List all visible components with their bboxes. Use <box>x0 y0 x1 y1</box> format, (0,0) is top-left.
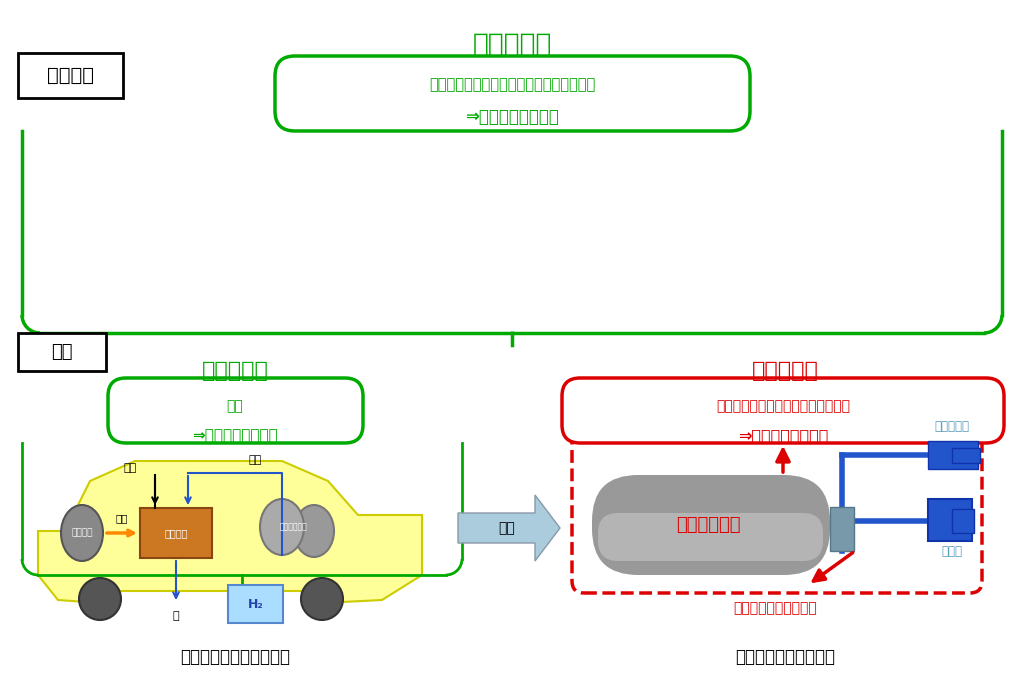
Circle shape <box>301 578 343 620</box>
FancyBboxPatch shape <box>592 475 830 575</box>
Text: 経済産業省: 経済産業省 <box>752 361 818 381</box>
Bar <box>952 448 980 463</box>
Text: 容器、附属品等に適用: 容器、附属品等に適用 <box>735 648 835 666</box>
Text: 車両＋高圧水素容器＋附属品＋接続配管等: 車両＋高圧水素容器＋附属品＋接続配管等 <box>429 77 595 92</box>
Text: 高圧水素容器: 高圧水素容器 <box>676 516 740 534</box>
Text: 自動車の構造装置に適用: 自動車の構造装置に適用 <box>180 648 290 666</box>
Text: 国土交通省: 国土交通省 <box>202 361 268 381</box>
Ellipse shape <box>260 499 304 555</box>
FancyBboxPatch shape <box>562 378 1004 443</box>
Text: 水素充填口: 水素充填口 <box>935 420 970 433</box>
Text: 国土交通省: 国土交通省 <box>472 32 552 58</box>
Bar <box>830 507 854 551</box>
FancyBboxPatch shape <box>275 56 750 131</box>
Text: 高圧水素容器: 高圧水素容器 <box>280 522 307 531</box>
Bar <box>140 508 212 558</box>
Text: 現行: 現行 <box>51 343 73 361</box>
Bar <box>928 499 972 541</box>
Text: モーター: モーター <box>72 529 93 538</box>
Text: 減圧弁: 減圧弁 <box>941 545 963 558</box>
Polygon shape <box>458 495 560 561</box>
Text: ⇒　道路運送車両法: ⇒ 道路運送車両法 <box>193 428 278 443</box>
FancyBboxPatch shape <box>108 378 362 443</box>
FancyBboxPatch shape <box>572 431 982 593</box>
Circle shape <box>79 578 121 620</box>
Bar <box>228 585 283 623</box>
Text: 拡大: 拡大 <box>499 521 515 535</box>
Text: 水素: 水素 <box>249 455 261 465</box>
Text: ⇒　道路運送車両法: ⇒ 道路運送車両法 <box>465 108 559 126</box>
Text: 空気: 空気 <box>123 463 136 473</box>
Bar <box>928 441 978 469</box>
Text: 高圧水素容器＋附属品＋接続配管等: 高圧水素容器＋附属品＋接続配管等 <box>716 399 850 413</box>
Text: 燃料電池: 燃料電池 <box>164 528 187 538</box>
Text: 附属品（容器主止弁）: 附属品（容器主止弁） <box>733 601 817 615</box>
Bar <box>18 333 106 371</box>
Text: ⇒　高圧ガス保安法: ⇒ 高圧ガス保安法 <box>738 428 828 443</box>
FancyBboxPatch shape <box>598 513 823 561</box>
Text: 一元化後: 一元化後 <box>47 66 94 85</box>
Text: 車両: 車両 <box>226 399 244 413</box>
Text: H₂: H₂ <box>248 598 263 611</box>
Polygon shape <box>38 461 422 603</box>
Text: 電気: 電気 <box>116 513 128 523</box>
Text: 水: 水 <box>173 611 179 621</box>
Ellipse shape <box>294 505 334 557</box>
Bar <box>952 509 974 533</box>
Ellipse shape <box>61 505 103 561</box>
Bar <box>18 53 123 98</box>
